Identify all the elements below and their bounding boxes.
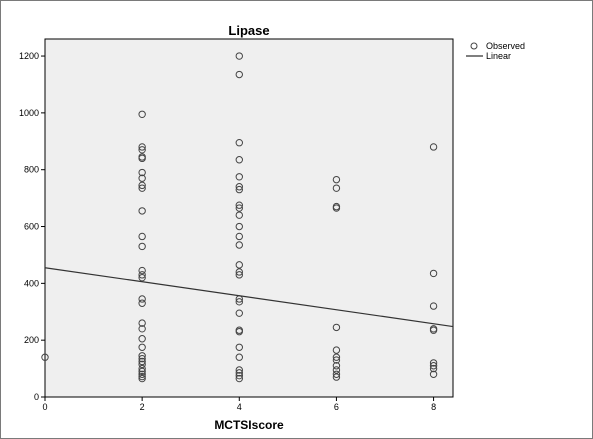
y-tick-label: 400	[24, 278, 39, 288]
observed-point	[332, 370, 341, 378]
observed-point	[138, 372, 146, 381]
observed-point	[332, 346, 341, 354]
observed-point	[429, 370, 438, 378]
x-tick-label: 6	[334, 402, 339, 412]
observed-point	[235, 173, 243, 181]
observed-points	[41, 52, 438, 383]
observed-point	[138, 364, 146, 373]
observed-point	[138, 232, 146, 241]
x-tick-label: 2	[140, 402, 145, 412]
x-tick-label: 8	[431, 402, 436, 412]
legend-label: Observed	[486, 41, 525, 51]
observed-point	[235, 52, 243, 60]
observed-point	[138, 299, 146, 307]
observed-point	[138, 325, 146, 333]
observed-point	[138, 370, 146, 378]
y-tick-label: 600	[24, 222, 39, 232]
legend-marker-observed	[470, 42, 478, 50]
observed-point	[138, 184, 146, 192]
observed-point	[332, 362, 341, 370]
y-tick-label: 200	[24, 335, 39, 345]
linear-fit-line	[44, 267, 454, 328]
y-axis: 0 200 400 600 800 1000 1200	[19, 51, 45, 402]
x-axis-label: MCTSIscore	[214, 418, 284, 432]
observed-point	[235, 374, 243, 383]
y-tick-label: 1000	[19, 108, 39, 118]
observed-point	[429, 302, 438, 310]
observed-point	[332, 353, 341, 361]
observed-point	[332, 366, 341, 374]
observed-point	[429, 362, 438, 370]
observed-point	[332, 175, 341, 184]
observed-point	[235, 185, 243, 194]
y-tick-label: 0	[34, 392, 39, 402]
observed-point	[138, 266, 146, 275]
observed-point	[138, 374, 146, 383]
observed-point	[235, 211, 243, 219]
y-tick-label: 1200	[19, 51, 39, 61]
observed-point	[138, 354, 146, 363]
observed-point	[235, 261, 243, 269]
observed-point	[235, 232, 243, 241]
observed-point	[138, 146, 146, 154]
observed-point	[429, 269, 438, 278]
observed-point	[332, 356, 341, 364]
observed-point	[138, 207, 146, 215]
x-tick-label: 4	[237, 402, 242, 412]
observed-point	[138, 271, 146, 279]
observed-point	[235, 369, 243, 377]
observed-point	[235, 271, 243, 279]
observed-point	[235, 70, 243, 79]
observed-point	[429, 143, 438, 151]
observed-point	[138, 110, 146, 118]
observed-point	[235, 366, 243, 374]
observed-point	[235, 371, 243, 380]
observed-point	[138, 168, 146, 177]
observed-point	[235, 298, 243, 306]
observed-point	[429, 359, 438, 367]
observed-point	[138, 174, 146, 182]
observed-point	[138, 367, 146, 376]
observed-point	[138, 319, 146, 327]
observed-point	[138, 295, 146, 303]
observed-point	[41, 353, 49, 361]
observed-point	[332, 204, 341, 212]
chart-title: Lipase	[228, 23, 269, 38]
observed-point	[332, 184, 341, 192]
observed-point	[235, 183, 243, 191]
observed-point	[332, 373, 341, 381]
observed-point	[138, 357, 146, 366]
observed-point	[235, 241, 243, 249]
observed-point	[138, 242, 146, 251]
observed-point	[138, 360, 146, 369]
observed-point	[138, 343, 146, 351]
observed-point	[138, 335, 146, 343]
observed-point	[235, 201, 243, 209]
plot-area	[44, 38, 454, 398]
observed-point	[235, 204, 243, 212]
observed-point	[235, 222, 243, 231]
x-tick-label: 0	[42, 402, 47, 412]
observed-point	[235, 343, 243, 351]
observed-point	[138, 273, 146, 282]
observed-point	[235, 309, 243, 317]
x-axis: 0 2 4 6 8	[42, 397, 436, 412]
observed-point	[235, 156, 243, 164]
observed-point	[429, 364, 438, 373]
observed-point	[332, 323, 341, 332]
observed-point	[235, 327, 243, 336]
observed-point	[138, 143, 146, 151]
observed-point	[235, 139, 243, 147]
observed-point	[235, 268, 243, 276]
legend-label: Linear	[486, 51, 511, 61]
observed-point	[235, 353, 243, 361]
linear-fit-segment	[44, 267, 454, 328]
y-tick-label: 800	[24, 165, 39, 175]
observed-point	[138, 181, 146, 190]
observed-point	[429, 326, 438, 334]
observed-point	[138, 154, 146, 163]
observed-point	[138, 352, 146, 360]
